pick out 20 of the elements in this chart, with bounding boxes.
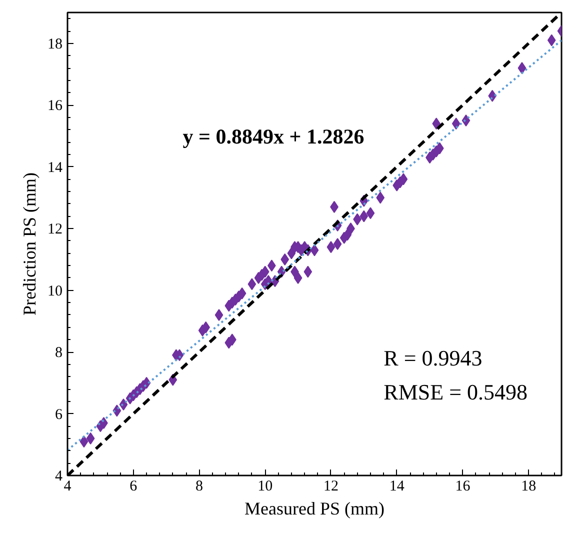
y-tick-label: 6 (55, 406, 63, 423)
annotation: RMSE = 0.5498 (384, 380, 528, 405)
y-tick-label: 16 (48, 98, 63, 114)
x-tick-label: 14 (389, 478, 405, 494)
y-tick-label: 14 (48, 160, 63, 176)
y-tick-label: 4 (55, 468, 63, 484)
x-tick-label: 6 (130, 478, 138, 494)
x-tick-label: 18 (521, 478, 536, 494)
y-tick-label: 8 (55, 345, 62, 362)
x-tick-label: 8 (195, 478, 203, 494)
y-tick-label: 18 (48, 36, 62, 52)
annotation: y = 0.8849x + 1.2826 (182, 124, 364, 148)
y-axis-title: Prediction PS (mm) (20, 172, 40, 316)
x-tick-label: 12 (323, 478, 338, 494)
y-tick-label: 10 (48, 283, 62, 300)
y-tick-label: 12 (48, 222, 62, 238)
x-axis-title: Measured PS (mm) (244, 498, 384, 518)
x-tick-label: 16 (455, 478, 471, 494)
x-tick-label: 10 (258, 478, 273, 494)
annotation: R = 0.9943 (384, 346, 482, 371)
